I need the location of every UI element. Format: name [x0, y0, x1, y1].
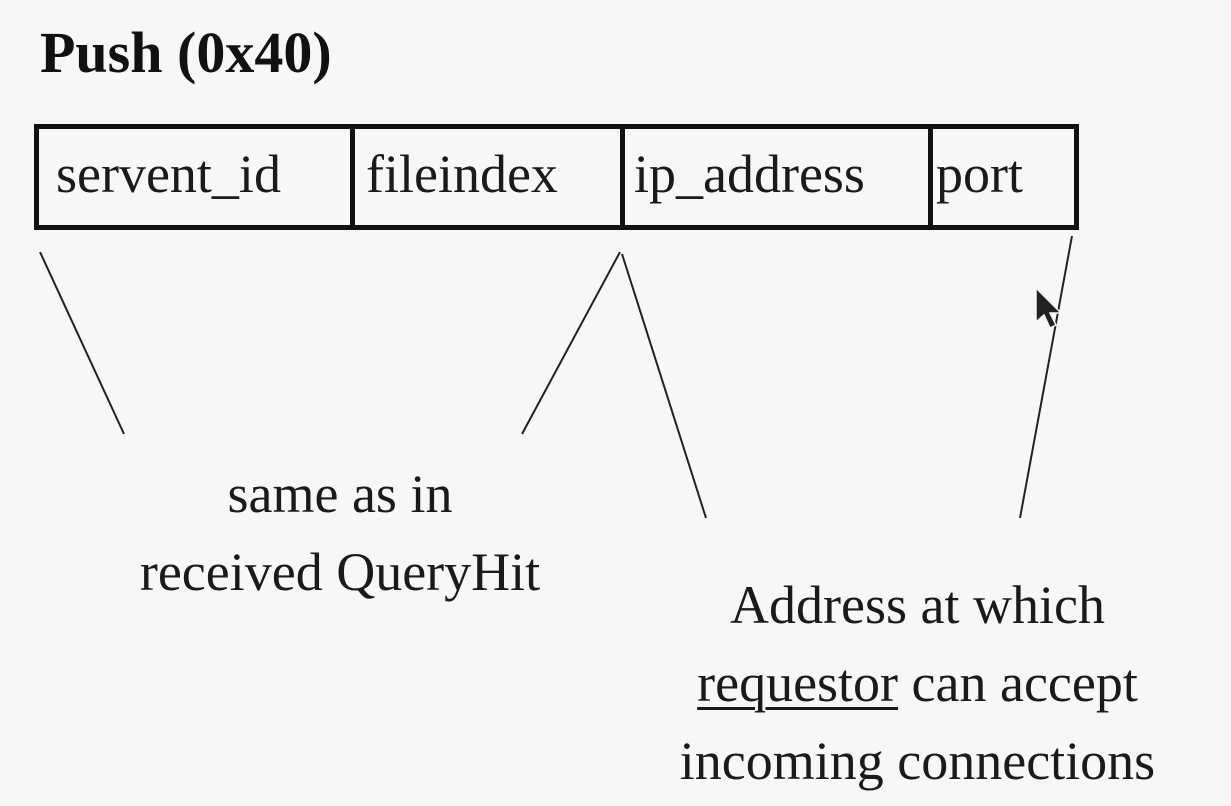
page-title: Push (0x40): [40, 20, 332, 85]
connector-line-servent-id: [39, 251, 125, 435]
caption-line: incoming connections: [679, 731, 1156, 791]
field-servent-id: servent_id: [56, 144, 281, 204]
caption-address-requestor: Address at which requestor can accept in…: [620, 566, 1215, 800]
field-port: port: [936, 144, 1023, 204]
field-divider: [620, 126, 625, 230]
packet-fields-box: [34, 124, 1079, 230]
connector-line-ip-address: [621, 253, 707, 519]
field-divider: [928, 126, 933, 230]
caption-line: requestor can accept: [620, 644, 1215, 722]
caption-line: received QueryHit: [139, 542, 541, 602]
field-fileindex: fileindex: [366, 144, 558, 204]
connector-line-port: [1019, 235, 1073, 519]
field-ip-address: ip_address: [634, 144, 865, 204]
connector-line-fileindex: [521, 251, 621, 435]
mouse-pointer-icon: [1035, 286, 1063, 330]
underlined-term-requestor: requestor: [697, 653, 899, 713]
caption-line: Address at which: [730, 575, 1105, 635]
caption-line-rest: can accept: [898, 653, 1138, 713]
caption-line: same as in: [227, 464, 453, 524]
caption-same-as-queryhit: same as in received QueryHit: [80, 455, 600, 611]
field-divider: [350, 126, 355, 230]
